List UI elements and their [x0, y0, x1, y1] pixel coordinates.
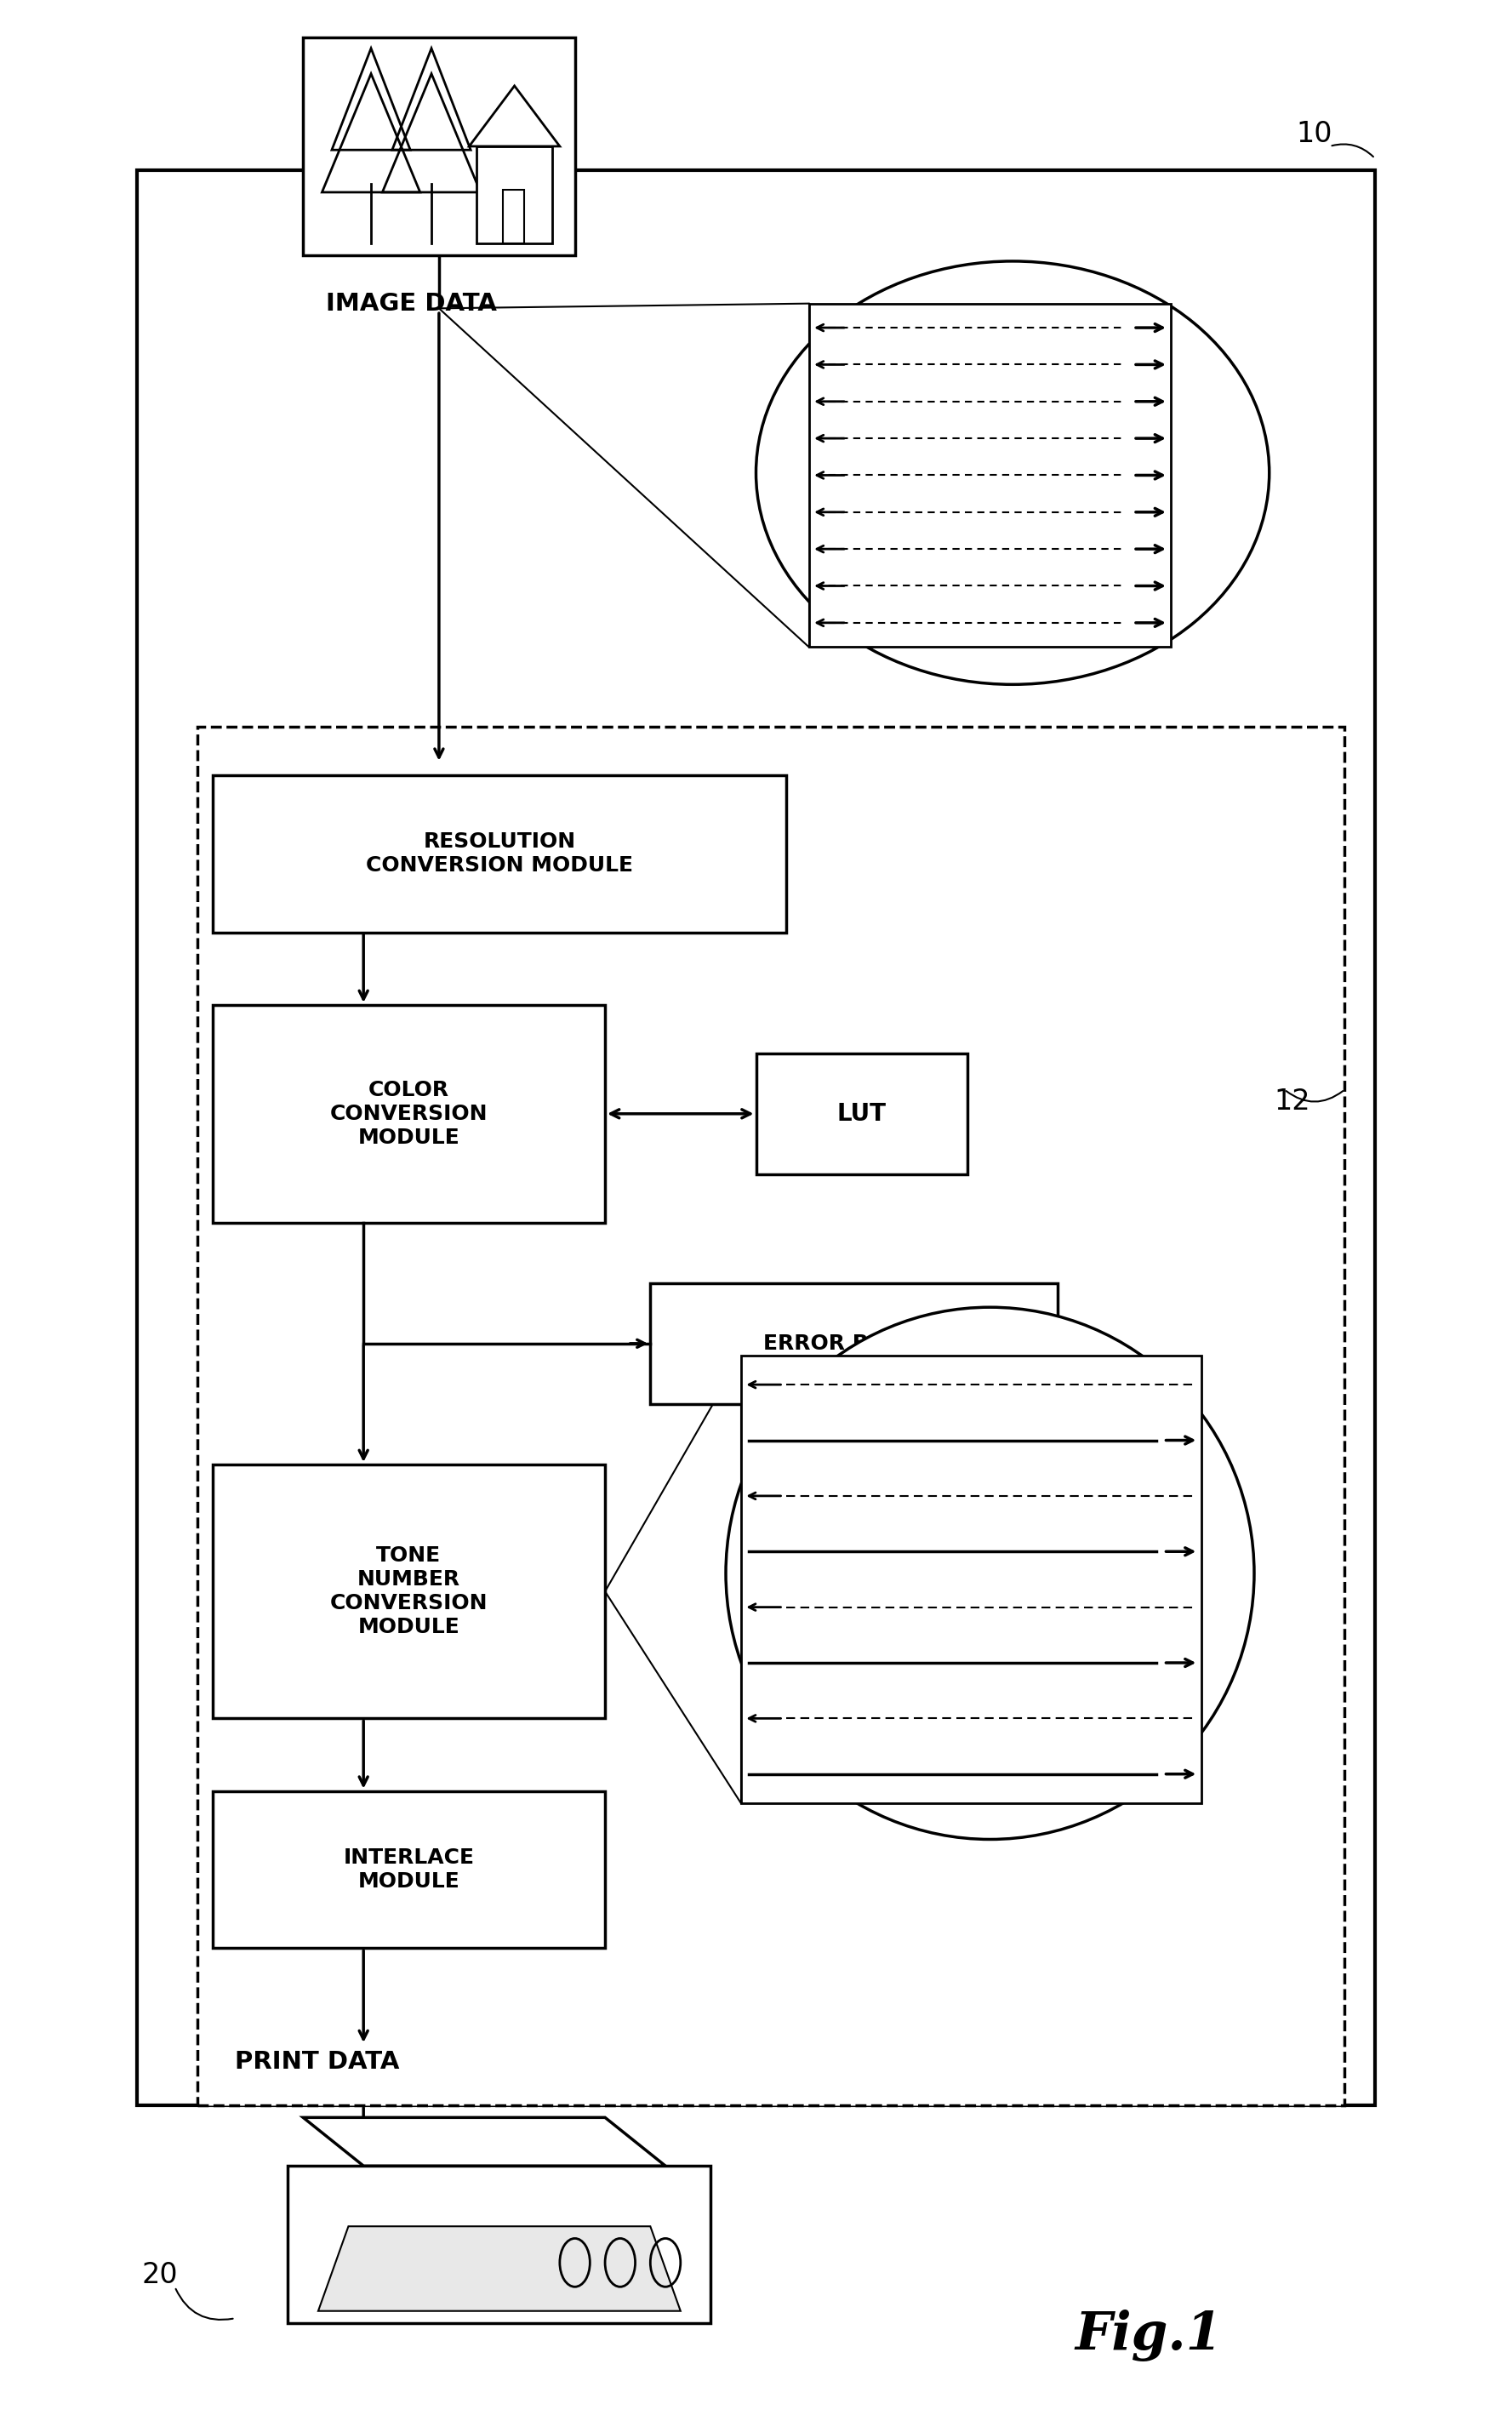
Text: IMAGE DATA: IMAGE DATA — [325, 291, 496, 315]
Bar — [213, 1792, 605, 1949]
Text: PRINT DATA: PRINT DATA — [236, 2051, 399, 2075]
Text: RESOLUTION
CONVERSION MODULE: RESOLUTION CONVERSION MODULE — [366, 833, 634, 876]
Bar — [213, 1005, 605, 1223]
Bar — [809, 303, 1172, 646]
Text: INTERLACE
MODULE: INTERLACE MODULE — [343, 1847, 475, 1891]
Bar — [213, 775, 786, 932]
FancyArrowPatch shape — [175, 2288, 233, 2319]
Bar — [213, 1465, 605, 1719]
Bar — [302, 36, 575, 254]
FancyArrowPatch shape — [1332, 145, 1373, 157]
Text: 12: 12 — [1273, 1087, 1309, 1116]
Bar — [476, 145, 552, 242]
Text: TONE
NUMBER
CONVERSION
MODULE: TONE NUMBER CONVERSION MODULE — [330, 1545, 488, 1637]
FancyArrowPatch shape — [1287, 1092, 1343, 1102]
Bar — [650, 1283, 1058, 1404]
Bar — [138, 169, 1374, 2106]
Polygon shape — [318, 2227, 680, 2312]
Text: Fig.1: Fig.1 — [1075, 2310, 1222, 2360]
Polygon shape — [302, 2118, 665, 2167]
Ellipse shape — [726, 1307, 1253, 1840]
Text: LUT: LUT — [838, 1102, 886, 1126]
Ellipse shape — [756, 261, 1269, 685]
Polygon shape — [287, 2167, 711, 2324]
Bar — [503, 189, 525, 242]
Text: ERROR BUFFER: ERROR BUFFER — [764, 1334, 945, 1353]
Text: COLOR
CONVERSION
MODULE: COLOR CONVERSION MODULE — [330, 1080, 488, 1148]
Bar — [198, 726, 1344, 2106]
Text: 10: 10 — [1296, 121, 1332, 148]
Bar — [756, 1053, 968, 1174]
Text: 20: 20 — [142, 2261, 178, 2288]
Bar — [741, 1356, 1202, 1804]
